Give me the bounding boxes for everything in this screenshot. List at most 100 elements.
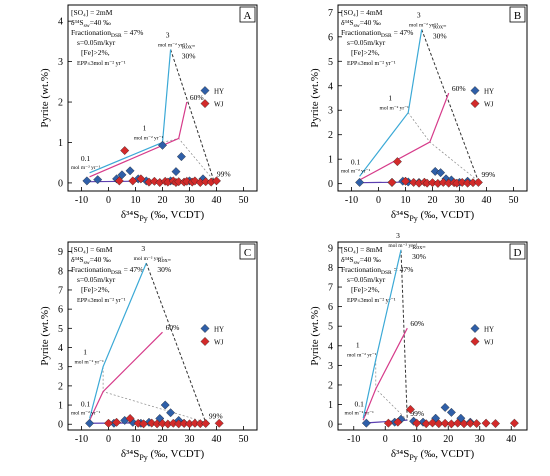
x-axis-title-sub: Py (409, 214, 417, 223)
rox-60-label: 60% (190, 93, 204, 102)
param-sedimentation: s=0.05m/kyr (347, 38, 386, 47)
data-point-hy (166, 408, 176, 418)
data-point-wj (214, 418, 224, 428)
rate-unit-1: mol m⁻² yr⁻¹ (347, 353, 377, 359)
data-point-wj (383, 418, 393, 428)
param-sulfate: [SO₄] = 8mM (341, 245, 383, 254)
param-seawater-d34s: δ³⁴Ssw=40 ‰ (341, 255, 381, 266)
model-curve-rox-60 (89, 331, 163, 421)
x-axis-title-main: δ³⁴S (391, 209, 409, 221)
x-tick-label: 0 (106, 195, 111, 206)
x-axis-title-unit: (‰, VCDT) (418, 209, 475, 221)
data-point-wj (182, 176, 192, 186)
data-point-hy (117, 170, 127, 180)
y-tick-label: 0 (58, 420, 63, 431)
x-axis-title-main: δ³⁴S (391, 448, 409, 460)
y-tick-label: 4 (58, 17, 63, 28)
plot-frame (67, 4, 258, 192)
x-axis-title: δ³⁴SPy (‰, VCDT) (121, 448, 205, 462)
model-curve-rox-60 (362, 327, 408, 421)
x-tick-label: 20 (443, 434, 453, 445)
rate-unit-3: mol m⁻² yr⁻¹ (409, 22, 439, 28)
param-iron: [Fe]>2%, (81, 285, 110, 294)
rate-unit-0-1: mol m⁻² yr⁻¹ (71, 165, 101, 171)
rate-label-0-1: 0.1 (351, 157, 361, 166)
param-seawater-part: sw (84, 260, 90, 266)
rox-30-label: 30% (182, 51, 196, 60)
y-tick-label: 3 (58, 362, 63, 373)
legend-marker-wj (200, 99, 210, 109)
param-sedimentation: s=0.05m/kyr (77, 275, 116, 284)
panel-letter-box (239, 6, 256, 23)
panel-letter-box (509, 243, 526, 260)
y-tick-label: 9 (328, 243, 333, 254)
x-tick-label: 0 (376, 195, 381, 206)
data-point-wj (168, 418, 178, 428)
rox-dashed-line (170, 49, 215, 181)
data-point-hy (436, 168, 446, 178)
rate-label-1: 1 (388, 94, 392, 103)
y-tick-label: 1 (328, 400, 333, 411)
param-seawater-part: =40 ‰ (360, 18, 382, 27)
model-curve-rox-30 (359, 29, 423, 177)
y-tick-label: 0 (328, 179, 333, 190)
data-point-wj (405, 404, 415, 414)
x-tick-label: 30 (185, 195, 195, 206)
param-seawater-d34s: δ³⁴Ssw=40 ‰ (341, 18, 381, 29)
param-seawater-part: sw (84, 23, 90, 29)
rox-30-label: 30% (433, 31, 447, 40)
data-point-wj (401, 176, 410, 186)
x-axis-title-sub: Py (139, 453, 147, 462)
param-fractionation-part: Fractionation (341, 265, 381, 274)
data-point-hy (82, 176, 92, 186)
rate-label-1: 1 (356, 341, 360, 350)
legend-label-hy: HY (484, 325, 494, 333)
x-tick-label: 10 (131, 195, 141, 206)
param-seawater-part: =40 ‰ (90, 18, 112, 27)
x-axis-title-unit: (‰, VCDT) (148, 448, 205, 460)
data-point-hy (361, 418, 371, 428)
rox-60-label: 60% (452, 84, 466, 93)
x-axis-title: δ³⁴SPy (‰, VCDT) (391, 448, 475, 462)
panel-letter-box (239, 243, 256, 260)
data-point-wj (125, 414, 135, 423)
param-fractionation-part: DSR (381, 33, 392, 39)
param-seawater-part: δ³⁴S (341, 18, 354, 27)
param-seawater-part: sw (354, 260, 360, 266)
plot-frame (337, 241, 528, 431)
rate-label-3: 3 (396, 231, 400, 240)
x-tick-label: 40 (212, 434, 222, 445)
param-fractionation-part: Fractionation (341, 28, 381, 37)
data-point-hy (355, 177, 365, 187)
x-tick-label: 20 (158, 195, 168, 206)
param-fractionation-part: Fractionation (71, 265, 111, 274)
param-epp: EPP≤3mol m⁻² yr⁻¹ (77, 61, 126, 67)
rate-label-3: 3 (141, 244, 145, 253)
data-point-wj (459, 419, 469, 429)
param-fractionation-part: = 47% (392, 28, 414, 37)
y-tick-label: 4 (328, 341, 333, 352)
x-tick-label: 30 (185, 434, 195, 445)
data-point-wj (465, 418, 475, 428)
y-tick-label: 3 (328, 361, 333, 372)
rate-unit-3: mol m⁻² yr⁻¹ (158, 42, 188, 48)
rate-unit-0-1: mol m⁻² yr⁻¹ (345, 410, 375, 416)
data-point-wj (457, 177, 467, 187)
data-point-wj (133, 418, 143, 428)
data-point-wj (387, 177, 397, 187)
y-axis-title: Pyrite (wt.%) (39, 68, 51, 128)
param-sedimentation: s=0.05m/kyr (347, 275, 386, 284)
param-fractionation-part: DSR (111, 33, 122, 39)
rox-99-label: 99% (217, 169, 231, 178)
data-point-wj (412, 418, 422, 428)
rate-label-1: 1 (143, 123, 147, 132)
data-point-wj (438, 177, 448, 187)
rox-dashed-line (145, 262, 207, 423)
x-tick-label: -10 (75, 434, 88, 445)
x-tick-label: 20 (428, 195, 438, 206)
x-tick-label: 0 (383, 434, 388, 445)
x-tick-label: 50 (239, 195, 249, 206)
y-tick-label: 1 (58, 401, 63, 412)
